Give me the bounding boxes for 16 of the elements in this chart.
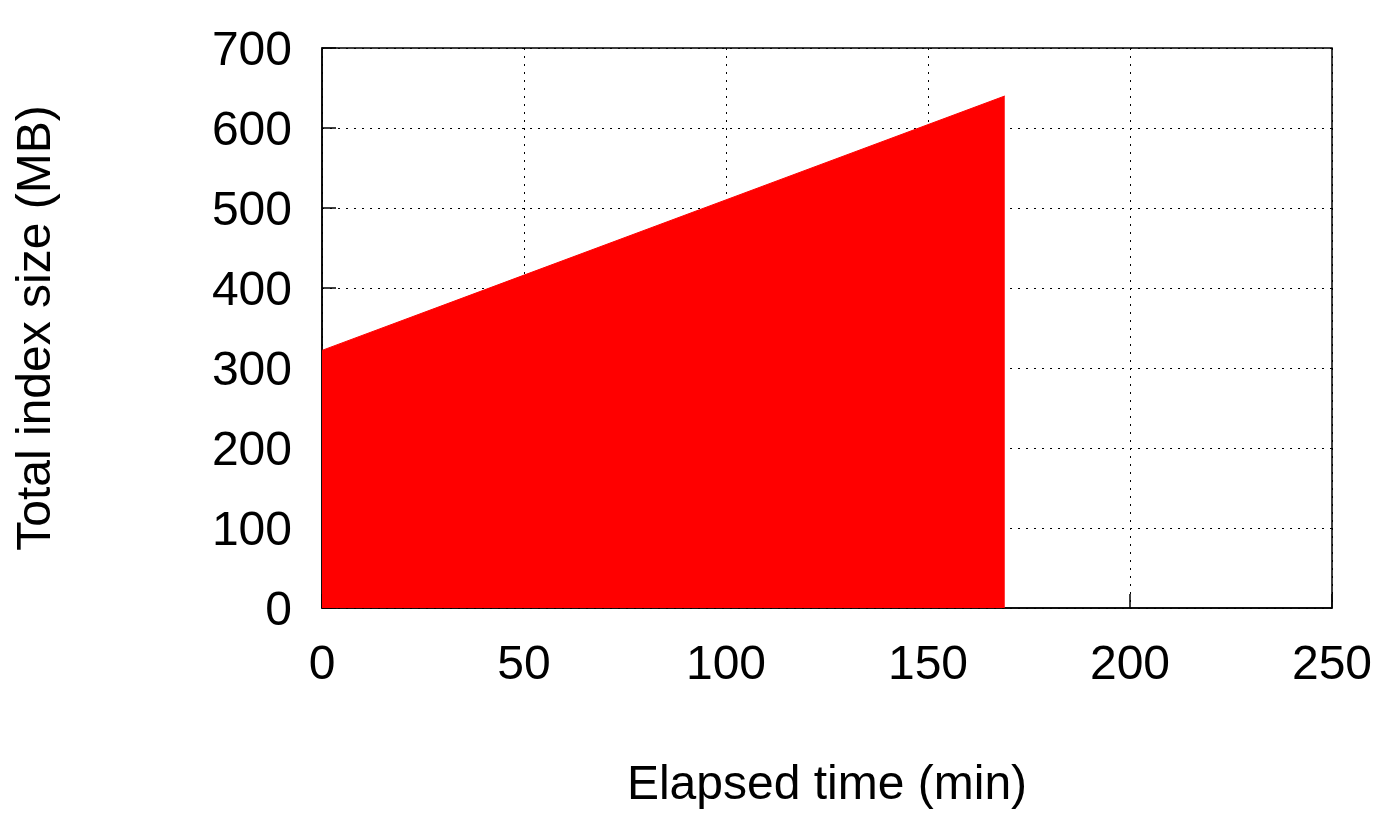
x-tick-label: 50 [497, 635, 551, 689]
x-tick-label: 250 [1291, 635, 1373, 689]
y-tick-label: 400 [211, 261, 292, 315]
y-axis-title: Total index size (MB) [6, 105, 60, 551]
x-tick-label: 100 [685, 635, 767, 689]
y-tick-label: 200 [211, 421, 292, 475]
y-tick-label: 500 [211, 181, 292, 235]
y-tick-label: 100 [211, 501, 292, 555]
y-tick-label: 700 [211, 21, 292, 75]
y-tick-label: 0 [265, 581, 292, 635]
x-tick-label: 200 [1089, 635, 1171, 689]
x-tick-label: 0 [308, 635, 336, 689]
y-tick-label: 300 [211, 341, 292, 395]
y-tick-label: 600 [211, 101, 292, 155]
x-axis-title: Elapsed time (min) [626, 755, 1028, 809]
x-tick-label: 150 [887, 635, 969, 689]
